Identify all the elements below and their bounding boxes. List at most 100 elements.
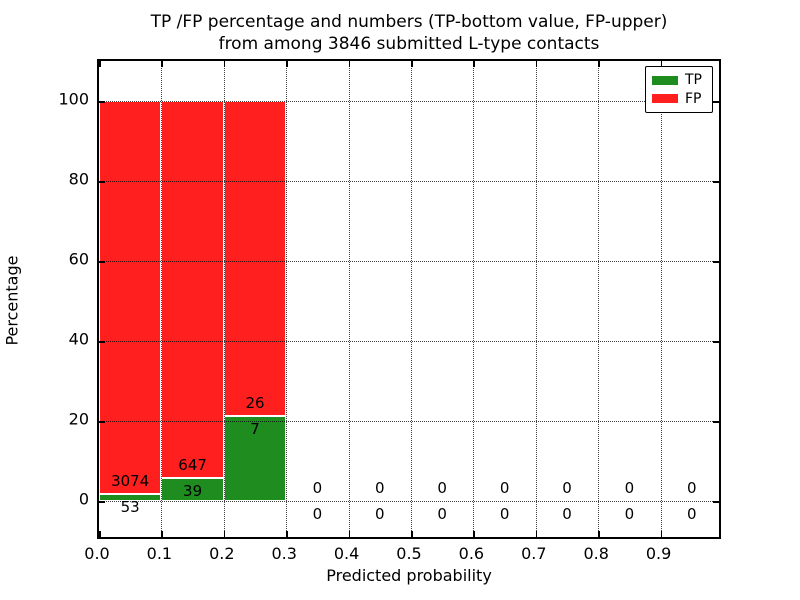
- h-gridline: [99, 181, 719, 182]
- y-tick-mark: [99, 181, 105, 183]
- y-tick-mark-right: [713, 101, 719, 103]
- legend-entry: FP: [652, 92, 706, 106]
- x-tick-mark-top: [223, 61, 226, 67]
- v-gridline: [598, 61, 600, 537]
- fp-count-label: 3074: [111, 472, 150, 491]
- fp-count-label: 0: [312, 479, 323, 497]
- tp-count-label: 39: [183, 482, 203, 501]
- x-tick-label: 0.0: [84, 544, 110, 563]
- tp-count-label: 7: [250, 420, 260, 439]
- tp-bar-segment: [99, 494, 162, 501]
- v-gridline: [411, 61, 412, 537]
- x-tick-mark: [598, 531, 600, 537]
- x-tick-mark: [99, 531, 101, 537]
- x-tick-mark-top: [473, 61, 475, 67]
- v-gridline: [161, 61, 163, 537]
- y-tick-label: 100: [58, 89, 89, 109]
- tp-count-label: 0: [624, 505, 635, 523]
- h-gridline: [99, 261, 719, 262]
- x-axis-label: Predicted probability: [326, 566, 492, 585]
- fp-bar-segment: [223, 101, 287, 417]
- x-tick-mark: [660, 531, 663, 537]
- tp-count-label: 53: [120, 498, 140, 517]
- y-tick-label: 40: [68, 329, 89, 349]
- x-tick-label: 0.4: [333, 544, 360, 563]
- x-tick-label: 0.2: [209, 544, 235, 563]
- y-tick-label: 60: [68, 249, 89, 269]
- x-tick-mark-top: [99, 61, 101, 67]
- y-tick-mark-right: [713, 501, 719, 503]
- fp-bar-segment: [99, 101, 162, 495]
- y-tick-mark-right: [713, 341, 719, 343]
- x-tick-mark: [348, 531, 351, 537]
- x-tick-label: 0.3: [271, 544, 297, 563]
- v-gridline: [473, 61, 475, 537]
- fp-bar-segment: [161, 101, 224, 479]
- tp-count-label: 0: [687, 505, 697, 523]
- legend-entry: TP: [652, 73, 706, 87]
- h-gridline: [99, 341, 719, 342]
- x-tick-mark-top: [535, 61, 538, 67]
- v-gridline: [348, 61, 350, 537]
- x-tick-label: 0.8: [583, 544, 609, 563]
- x-tick-mark: [411, 531, 413, 537]
- y-tick-mark: [99, 421, 105, 423]
- x-tick-mark-top: [411, 61, 413, 67]
- x-tick-mark-top: [598, 61, 600, 67]
- h-gridline: [99, 101, 719, 102]
- x-tick-mark-top: [660, 61, 663, 67]
- x-tick-label: 0.9: [645, 544, 672, 563]
- tp-count-label: 0: [437, 505, 447, 523]
- plot-area: 3074 53 647 39 26 7 0 0 0 0 0 0 0 0 0 0 0 0 0 0: [97, 59, 721, 539]
- x-tick-mark: [223, 531, 226, 537]
- x-tick-mark-top: [286, 61, 288, 67]
- tp-bar-segment: [223, 416, 287, 501]
- chart-title-line1: TP /FP percentage and numbers (TP-bottom…: [150, 12, 668, 32]
- legend-entry-label: TP: [685, 72, 702, 89]
- fp-count-label: 26: [245, 394, 265, 413]
- fp-count-label: 0: [687, 479, 697, 497]
- fp-count-label: 0: [375, 479, 385, 497]
- tp-count-label: 0: [375, 505, 385, 523]
- x-tick-label: 0.7: [521, 544, 547, 563]
- y-tick-label: 80: [68, 169, 89, 189]
- x-tick-mark: [473, 531, 475, 537]
- tp-count-label: 0: [562, 505, 572, 523]
- fp-count-label: 0: [437, 479, 447, 497]
- x-tick-mark: [535, 531, 538, 537]
- legend: TP FP: [645, 66, 713, 113]
- v-gridline: [660, 61, 662, 537]
- fp-count-label: 0: [624, 479, 635, 497]
- y-tick-mark: [99, 101, 105, 103]
- v-gridline: [535, 61, 537, 537]
- fp-count-label: 0: [562, 479, 572, 497]
- tp-count-label: 0: [499, 505, 510, 523]
- x-tick-mark-top: [161, 61, 163, 67]
- v-gridline: [286, 61, 288, 537]
- y-tick-mark-right: [713, 421, 719, 423]
- tp-legend-swatch: [652, 75, 678, 85]
- fp-legend-swatch: [652, 94, 678, 104]
- h-gridline: [99, 421, 719, 422]
- y-axis-label: Percentage: [2, 255, 22, 346]
- x-tick-label: 0.6: [458, 544, 485, 563]
- h-gridline: [99, 501, 719, 502]
- y-tick-mark-right: [713, 261, 719, 263]
- y-tick-label: 0: [78, 489, 89, 509]
- x-tick-label: 0.5: [396, 544, 422, 563]
- chart-title-line2: from among 3846 submitted L-type contact…: [218, 34, 600, 54]
- y-tick-mark-right: [713, 181, 719, 183]
- legend-entry-label: FP: [685, 90, 702, 107]
- x-tick-mark: [161, 531, 163, 537]
- y-tick-mark: [99, 501, 105, 503]
- fp-count-label: 0: [499, 479, 510, 497]
- x-tick-label: 0.1: [146, 544, 173, 563]
- v-gridline: [223, 61, 225, 537]
- y-tick-label: 20: [68, 409, 89, 429]
- tp-count-label: 0: [312, 505, 323, 523]
- y-tick-mark: [99, 341, 105, 343]
- fp-count-label: 647: [178, 456, 207, 475]
- x-tick-mark-top: [348, 61, 351, 67]
- x-tick-mark: [286, 531, 288, 537]
